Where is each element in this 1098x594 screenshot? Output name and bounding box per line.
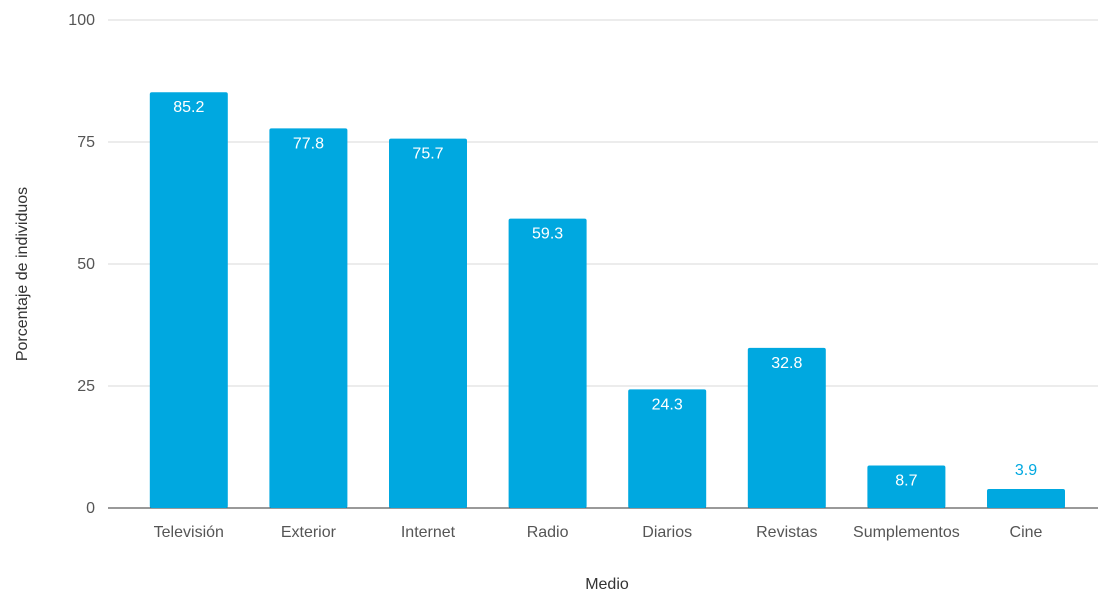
- x-tick-label: Exterior: [281, 524, 337, 541]
- bar: [747, 347, 826, 508]
- x-tick-label: Radio: [527, 524, 569, 541]
- bar: [987, 488, 1065, 508]
- y-tick-label: 25: [77, 378, 95, 395]
- data-labels: 85.2 77.8 75.7 59.3 24.3 32.8 8.7 3.9: [173, 99, 1037, 489]
- bar: [269, 128, 348, 508]
- bar: [867, 465, 946, 508]
- y-axis-title: Porcentaje de individuos: [14, 187, 31, 361]
- y-tick-label: 75: [77, 134, 95, 151]
- data-label: 32.8: [771, 355, 802, 372]
- x-axis-title: Medio: [585, 576, 629, 593]
- data-label: 85.2: [173, 99, 204, 116]
- x-tick-label: Diarios: [642, 524, 692, 541]
- y-tick-label: 100: [68, 12, 95, 29]
- bar: [389, 138, 467, 509]
- x-tick-label: Cine: [1010, 524, 1043, 541]
- x-tick-label: Sumplementos: [853, 524, 960, 541]
- bar: [149, 92, 228, 508]
- y-tick-label: 50: [77, 256, 95, 273]
- data-label: 8.7: [895, 473, 917, 490]
- x-axis-tick-labels: Televisión Exterior Internet Radio Diarios Re…: [154, 524, 1043, 541]
- gridlines: [108, 19, 1098, 509]
- data-label: 77.8: [293, 135, 324, 152]
- data-label: 24.3: [652, 396, 683, 413]
- data-label: 3.9: [1015, 462, 1037, 479]
- bars: [149, 92, 1065, 509]
- bar: [508, 218, 587, 508]
- x-tick-label: Televisión: [154, 524, 224, 541]
- x-tick-label: Internet: [401, 524, 456, 541]
- data-label: 75.7: [412, 146, 443, 163]
- y-axis-tick-labels: 0 25 50 75 100: [68, 12, 95, 517]
- x-tick-label: Revistas: [756, 524, 817, 541]
- y-tick-label: 0: [86, 500, 95, 517]
- data-label: 59.3: [532, 226, 563, 243]
- bar: [628, 389, 707, 508]
